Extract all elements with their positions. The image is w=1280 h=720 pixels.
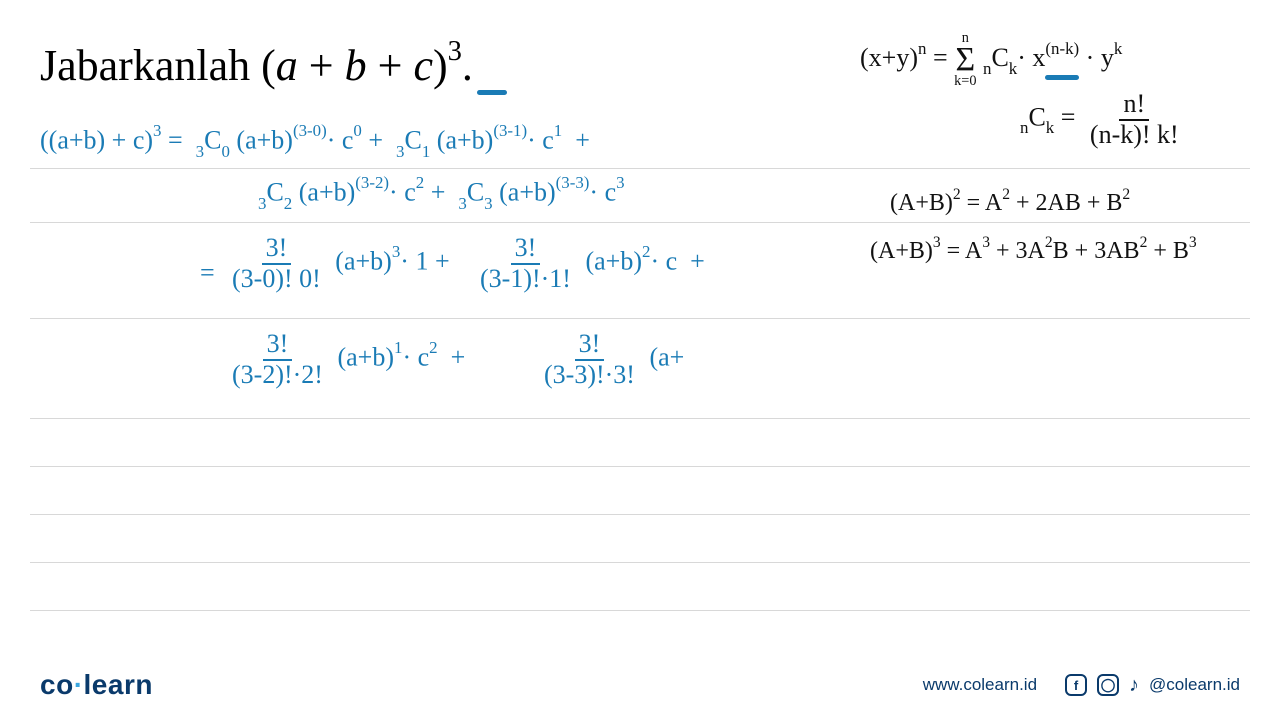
formula-binomial-theorem: (x+y)n = nΣk=0 nCk· x(n-k) · yk bbox=[860, 32, 1122, 88]
logo-co: co bbox=[40, 669, 74, 700]
title-underline-accent bbox=[477, 90, 507, 95]
work-line-2-term1: 3!(3-0)! 0! (a+b)3· 1 + bbox=[224, 234, 450, 293]
brand-logo: co·learn bbox=[40, 669, 153, 701]
formula-nck: nCk = n!(n-k)! k! bbox=[1020, 90, 1187, 149]
nck-underline-accent bbox=[1045, 75, 1079, 80]
footer: co·learn www.colearn.id f ◯ ♪ @colearn.i… bbox=[0, 650, 1280, 720]
footer-url: www.colearn.id bbox=[923, 675, 1037, 695]
logo-learn: learn bbox=[84, 669, 153, 700]
footer-right: www.colearn.id f ◯ ♪ @colearn.id bbox=[923, 674, 1240, 697]
logo-dot: · bbox=[74, 669, 84, 700]
facebook-icon: f bbox=[1065, 674, 1087, 696]
formula-square: (A+B)2 = A2 + 2AB + B2 bbox=[890, 188, 1130, 217]
work-line-2-term2: 3!(3-1)!·1! (a+b)2· c + bbox=[472, 234, 705, 293]
work-line-3-term3: 3!(3-2)!·2! (a+b)1· c2 + bbox=[224, 330, 465, 389]
work-line-1a: ((a+b) + c)3 = 3C0 (a+b)(3-0)· c0 + 3C1 … bbox=[40, 124, 590, 160]
work-line-1b: 3C2 (a+b)(3-2)· c2 + 3C3 (a+b)(3-3)· c3 bbox=[258, 176, 625, 212]
work-line-2-eq: = bbox=[200, 258, 215, 288]
problem-title: Jabarkanlah (a + b + c)3. bbox=[40, 40, 473, 91]
tiktok-icon: ♪ bbox=[1129, 674, 1139, 697]
work-line-3-term4: 3!(3-3)!·3! (a+ bbox=[536, 330, 684, 389]
social-icons: f ◯ ♪ @colearn.id bbox=[1065, 674, 1240, 697]
instagram-icon: ◯ bbox=[1097, 674, 1119, 696]
social-handle: @colearn.id bbox=[1149, 675, 1240, 695]
formula-cube: (A+B)3 = A3 + 3A2B + 3AB2 + B3 bbox=[870, 236, 1197, 265]
